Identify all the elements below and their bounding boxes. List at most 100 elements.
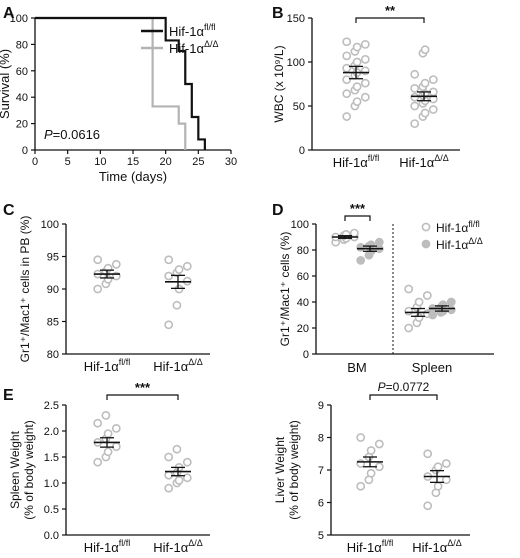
spleen-weight-group-1-point xyxy=(182,473,192,483)
liver-weight-group-0-point xyxy=(374,439,384,449)
liver-weight-group-0-point xyxy=(366,468,376,478)
bm-spleen-group-1-point xyxy=(374,237,384,247)
wbc-y-tick-label: 100 xyxy=(287,57,305,69)
survival-x-tick-label: 5 xyxy=(65,156,71,168)
bm-spleen-y-tick-label: 40 xyxy=(297,297,309,309)
wbc-group-1-point xyxy=(410,92,420,102)
survival-y-tick-label: 80 xyxy=(16,39,28,51)
bm-spleen-significance-bracket xyxy=(344,215,371,221)
bm-spleen-group-2-point xyxy=(422,291,432,300)
spleen-weight-group-1-point xyxy=(172,444,182,454)
survival-x-tick-label: 30 xyxy=(225,156,237,168)
bm-spleen-group-2-point xyxy=(404,323,414,333)
liver-weight-group-0-point xyxy=(356,459,366,468)
bm-spleen-legend-swatch-flfl xyxy=(421,222,431,232)
wbc-group-0-point xyxy=(342,63,352,73)
wbc-x-label-flfl: Hif-1αfl/fl xyxy=(333,153,379,170)
pb-y-tick-label: 95 xyxy=(47,252,59,264)
wbc-group-0-point xyxy=(342,37,352,47)
spleen-weight-y-label: Spleen Weight(% of body weight) xyxy=(8,420,36,519)
pb-y-label: Gr1⁺/Mac1⁺ cells in PB (%) xyxy=(18,216,32,363)
spleen-weight-group-0-point xyxy=(103,429,113,438)
wbc-group-0-point xyxy=(352,42,362,52)
wbc-group-1-point xyxy=(410,101,420,111)
bm-spleen-group-1-point xyxy=(366,240,376,250)
spleen-weight-x-label-flfl: Hif-1αfl/fl xyxy=(84,538,130,555)
survival-y-label: Survival (%) xyxy=(0,49,12,119)
wbc-group-0-point xyxy=(360,92,370,102)
bm-spleen-y-tick-label: 20 xyxy=(297,323,309,335)
bm-spleen-category-label-spleen: Spleen xyxy=(412,360,452,375)
survival-x-label: Time (days) xyxy=(99,169,167,184)
spleen-weight-group-0-point xyxy=(93,418,103,428)
liver-weight-p-value: P=0.0772 xyxy=(378,380,430,394)
wbc-group-0-point xyxy=(342,89,352,99)
wbc-group-1-point xyxy=(428,75,438,84)
wbc-group-1-point xyxy=(410,119,420,128)
pb-group-0-point xyxy=(93,284,103,294)
pb-group-1-point xyxy=(182,261,192,271)
spleen-weight-y-tick-label: 2.0 xyxy=(44,426,59,438)
liver-weight-significance-bracket xyxy=(369,394,438,400)
liver-weight-y-tick-label: 5 xyxy=(318,530,324,542)
survival-legend-label-dd: Hif-1αΔ/Δ xyxy=(169,39,219,56)
survival-series-line-0 xyxy=(35,16,206,150)
bm-spleen-group-2-point xyxy=(404,284,414,294)
spleen-weight-group-1-point xyxy=(182,457,192,467)
liver-weight-group-0-point xyxy=(366,446,376,455)
pb-group-0-point xyxy=(111,259,121,269)
spleen-weight-y-tick-label: 0.0 xyxy=(44,530,59,542)
survival-x-tick-label: 25 xyxy=(192,156,204,168)
spleen-weight-group-0-point xyxy=(93,457,103,467)
bm-spleen-y-tick-label: 60 xyxy=(297,271,309,283)
liver-weight-y-tick-label: 9 xyxy=(318,400,324,412)
bm-spleen-group-1-point xyxy=(356,242,366,252)
spleen-weight-group-1-point xyxy=(164,483,174,493)
liver-weight-x-label-dd: Hif-1αΔ/Δ xyxy=(412,538,462,555)
pb-y-tick-label: 80 xyxy=(47,349,59,361)
survival-y-tick-label: 40 xyxy=(16,92,28,104)
spleen-weight-group-1-point xyxy=(164,452,174,462)
wbc-group-1-point xyxy=(420,78,430,88)
panel-letter-E: E xyxy=(3,387,14,404)
liver-weight-y-tick-label: 7 xyxy=(318,465,324,477)
liver-weight-group-1-point xyxy=(433,462,443,472)
wbc-group-0-point xyxy=(360,78,370,88)
wbc-group-0-point xyxy=(342,51,352,61)
panel-letter-D: D xyxy=(272,202,284,219)
liver-weight-group-0-point xyxy=(356,481,366,491)
panel-letter-C: C xyxy=(3,202,15,219)
wbc-group-1-point xyxy=(410,69,420,79)
spleen-weight-significance-label: *** xyxy=(135,380,151,395)
liver-weight-x-label-flfl: Hif-1αfl/fl xyxy=(347,538,393,555)
pb-y-tick-label: 85 xyxy=(47,317,59,329)
bm-spleen-group-2-point xyxy=(414,297,424,307)
survival-y-tick-label: 60 xyxy=(16,66,28,78)
wbc-group-0-point xyxy=(352,97,362,106)
bm-spleen-category-label-bm: BM xyxy=(347,360,367,375)
wbc-group-1-point xyxy=(428,105,438,114)
wbc-group-0-point xyxy=(342,75,352,84)
bm-spleen-legend-label-dd: Hif-1αΔ/Δ xyxy=(436,236,483,252)
bm-spleen-group-3-point xyxy=(446,305,456,315)
spleen-weight-group-0-point xyxy=(103,447,113,457)
bm-spleen-y-tick-label: 80 xyxy=(297,245,309,257)
wbc-group-1-point xyxy=(410,84,420,93)
wbc-y-tick-label: 50 xyxy=(293,101,305,113)
survival-y-tick-label: 100 xyxy=(10,13,28,25)
spleen-weight-y-tick-label: 1.0 xyxy=(44,478,59,490)
pb-y-tick-label: 100 xyxy=(41,219,59,231)
wbc-group-0-point xyxy=(352,57,362,67)
bm-spleen-legend-swatch-dd xyxy=(421,239,431,249)
pb-group-1-point xyxy=(164,255,174,265)
wbc-group-1-point xyxy=(420,45,430,55)
wbc-x-label-dd: Hif-1αΔ/Δ xyxy=(399,153,449,170)
survival-y-tick-label: 0 xyxy=(22,145,28,157)
spleen-weight-group-0-point xyxy=(111,423,121,433)
bm-spleen-group-3-point xyxy=(438,300,448,309)
pb-x-label-dd: Hif-1αΔ/Δ xyxy=(153,357,203,374)
survival-x-tick-label: 10 xyxy=(94,156,106,168)
pb-group-1-point xyxy=(174,265,184,274)
liver-weight-group-1-point xyxy=(433,481,443,491)
pb-y-tick-label: 90 xyxy=(47,284,59,296)
